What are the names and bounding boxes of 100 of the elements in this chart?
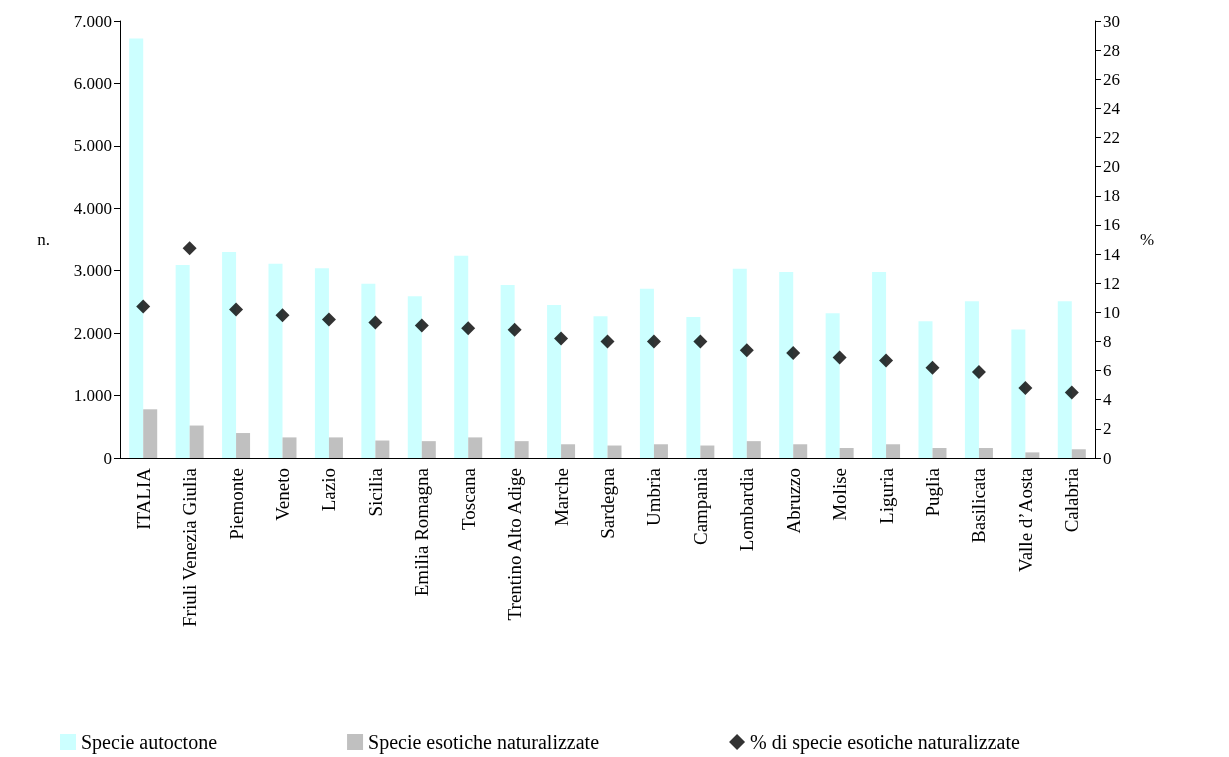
y2-tick-label: 20 <box>1103 157 1120 177</box>
point <box>786 346 801 361</box>
point <box>925 360 940 375</box>
x-tick-label: Veneto <box>272 468 293 521</box>
bar <box>1057 301 1072 458</box>
bar <box>407 296 422 458</box>
x-tick-label: Abruzzo <box>782 468 804 534</box>
bar <box>872 271 887 458</box>
x-tick-label: Calabria <box>1061 467 1083 533</box>
x-tick-label: Campania <box>689 467 711 546</box>
y2-axis-title: % <box>1140 230 1155 249</box>
bar <box>468 437 483 458</box>
x-tick-label: ITALIA <box>132 467 154 530</box>
point <box>507 322 522 337</box>
bar <box>143 409 158 458</box>
y-tick-label: 4.000 <box>73 198 112 218</box>
legend-label: Specie esotiche naturalizzate <box>368 731 600 754</box>
y2-tick-label: 28 <box>1103 40 1120 60</box>
bar <box>932 448 947 458</box>
bar <box>732 268 747 458</box>
bar <box>700 445 715 458</box>
x-tick-label: Friuli Venezia Giulia <box>179 467 201 628</box>
y-tick-label: 6.000 <box>73 73 112 93</box>
y2-tick-label: 2 <box>1103 419 1112 439</box>
y2-tick-label: 4 <box>1103 390 1112 410</box>
bar <box>639 288 654 458</box>
bar <box>236 433 251 458</box>
bar <box>607 445 622 458</box>
bar <box>653 444 668 458</box>
x-tick-label: Marche <box>550 468 572 527</box>
point <box>646 334 661 349</box>
x-tick-label: Valle d’Aosta <box>1014 467 1036 572</box>
y2-tick-label: 30 <box>1103 11 1120 31</box>
point <box>461 321 476 336</box>
bar <box>189 425 204 458</box>
point <box>554 331 569 346</box>
y2-tick-label: 16 <box>1103 215 1120 235</box>
y2-tick-label: 8 <box>1103 331 1112 351</box>
x-tick-label: Toscana <box>457 467 479 530</box>
bar <box>375 440 390 458</box>
point <box>879 353 894 368</box>
point <box>693 334 708 349</box>
x-tick-label: Emilia Romagna <box>411 467 433 597</box>
bar <box>1025 452 1040 458</box>
bar <box>825 313 840 458</box>
bar <box>314 268 329 458</box>
point <box>182 241 197 256</box>
bar <box>686 316 701 458</box>
point <box>1018 381 1033 396</box>
y2-tick-label: 14 <box>1103 244 1121 264</box>
y-axis-title: n. <box>37 230 50 249</box>
y-tick-label: 1.000 <box>73 386 112 406</box>
y-tick-label: 0 <box>103 448 112 468</box>
point <box>971 365 986 380</box>
bar <box>886 444 901 458</box>
x-tick-label: Piemonte <box>225 468 247 540</box>
y2-tick-label: 12 <box>1103 273 1120 293</box>
y-tick-label: 3.000 <box>73 261 112 281</box>
bar <box>175 265 190 458</box>
bar <box>421 441 436 458</box>
point <box>739 343 754 358</box>
x-tick-label: Trentino Alto Adige <box>504 468 526 621</box>
bar <box>500 285 515 458</box>
x-tick-label: Basilicata <box>968 467 990 543</box>
point <box>321 312 336 327</box>
x-tick-label: Lazio <box>318 468 340 512</box>
point <box>368 315 383 330</box>
bar <box>964 301 979 458</box>
bar <box>129 38 144 458</box>
y2-tick-label: 6 <box>1103 361 1112 381</box>
x-tick-label: Umbria <box>643 467 665 527</box>
point <box>1064 385 1079 400</box>
bar <box>361 283 376 458</box>
point <box>275 308 290 323</box>
y2-tick-label: 10 <box>1103 302 1120 322</box>
y2-tick-label: 0 <box>1103 448 1112 468</box>
bar <box>282 437 297 458</box>
bar <box>793 444 808 458</box>
bar <box>454 255 469 458</box>
y-tick-label: 2.000 <box>73 323 112 343</box>
y2-tick-label: 24 <box>1103 98 1121 118</box>
bar <box>268 263 283 458</box>
point <box>832 350 847 365</box>
y-tick-label: 7.000 <box>73 11 112 31</box>
x-tick-label: Liguria <box>875 467 897 524</box>
bar <box>328 437 343 458</box>
bar <box>514 441 529 458</box>
bar <box>746 441 761 458</box>
legend-label: % di specie esotiche naturalizzate <box>750 731 1021 754</box>
point <box>136 299 151 314</box>
y2-tick-label: 22 <box>1103 128 1120 148</box>
x-tick-label: Puglia <box>922 467 943 517</box>
x-tick-label: Sardegna <box>597 467 618 539</box>
bar <box>918 321 933 458</box>
point <box>229 302 244 317</box>
y2-tick-label: 18 <box>1103 186 1120 206</box>
bar <box>839 448 854 458</box>
bar <box>978 448 993 458</box>
y2-tick-label: 26 <box>1103 69 1120 89</box>
bar <box>779 271 794 458</box>
